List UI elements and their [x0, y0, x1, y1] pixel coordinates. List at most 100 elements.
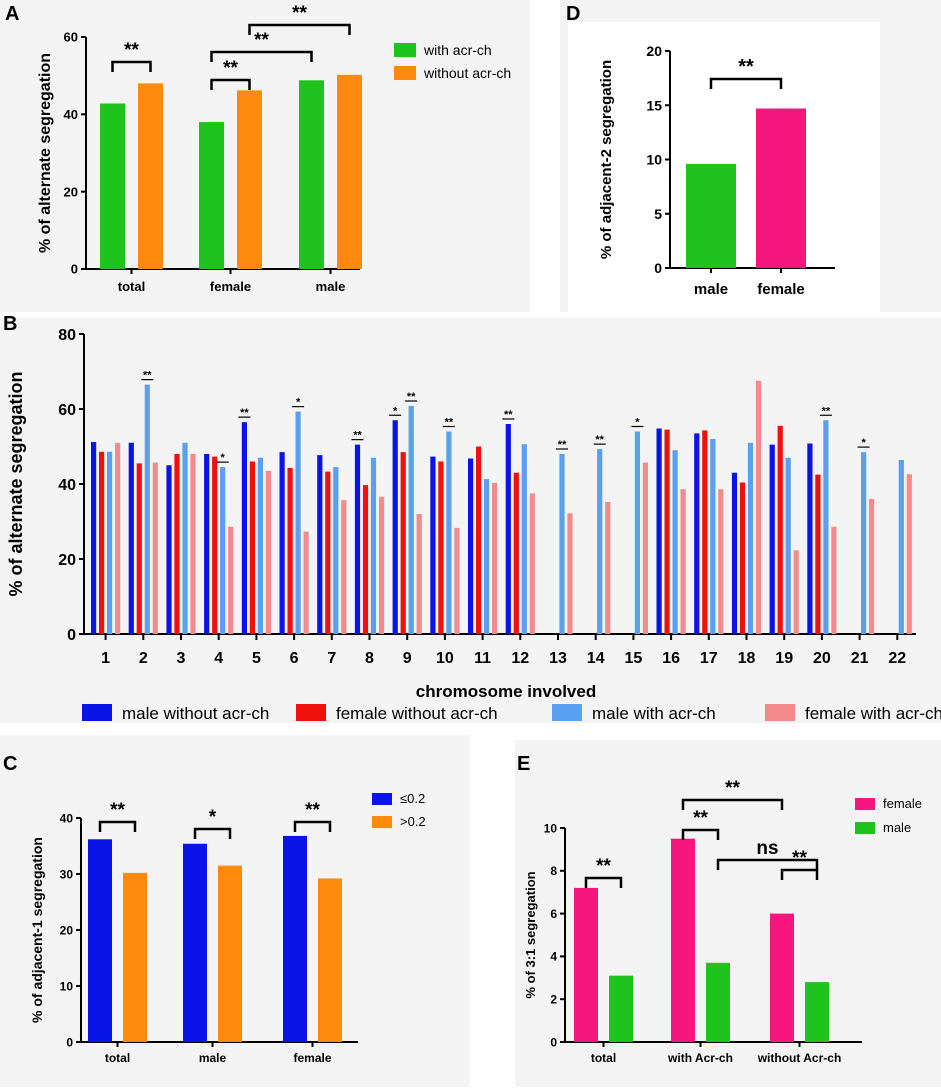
panel-b-bar	[228, 526, 234, 634]
panel-b-bar	[295, 411, 301, 634]
panel-b-x-tick-label: 1	[101, 650, 110, 667]
panel-b-x-tick-label: 10	[436, 650, 454, 667]
panel-e-legend-label: female	[883, 796, 922, 811]
panel-c-y-axis-label: % of adjacent-1 segregation	[29, 837, 45, 1023]
panel-e-bar	[706, 962, 730, 1042]
panel-a-x-tick-label: total	[118, 279, 145, 294]
panel-b-bar	[400, 452, 406, 634]
panel-b-significance-label: **	[143, 370, 152, 382]
panel-d-y-tick-label: 15	[646, 97, 662, 113]
panel-b-bar	[136, 463, 142, 634]
panel-c-bar	[88, 839, 112, 1042]
panel-b-bar	[99, 451, 105, 634]
panel-b-significance-label: **	[407, 391, 416, 403]
panel-c-legend-swatch	[372, 816, 392, 828]
panel-b-x-tick-label: 6	[290, 650, 299, 667]
panel-b-bar	[702, 430, 708, 634]
panel-e-bar	[609, 975, 633, 1042]
panel-c-bar	[218, 865, 242, 1042]
panel-label-c: C	[3, 753, 17, 775]
panel-b-legend-swatch	[296, 704, 326, 721]
panel-b-bar	[249, 461, 255, 634]
panel-d-significance-label: **	[738, 56, 754, 78]
panel-a-y-tick-label: 40	[64, 107, 78, 122]
panel-a-y-axis-label: % of alternate segregation	[37, 53, 54, 253]
panel-b-y-axis-label: % of alternate segregation	[6, 371, 26, 596]
panel-a-y-tick-label: 60	[64, 30, 78, 45]
panel-e-significance-bracket	[780, 868, 819, 880]
panel-e-y-tick-label: 8	[550, 864, 557, 878]
panel-c-significance-label: *	[209, 807, 217, 828]
panel-b-significance-label: **	[595, 434, 604, 446]
panel-b-bar	[241, 422, 247, 634]
panel-d-y-tick-label: 0	[654, 260, 662, 276]
panel-d-bar	[756, 108, 806, 268]
panel-b-bar	[731, 472, 738, 634]
panel-c-chart: 0 10 20 30 40 % of adjacent-1 segregation tota…	[29, 791, 426, 1065]
panel-e-significance-label: **	[792, 848, 807, 869]
panel-b-bar	[287, 467, 293, 634]
panel-label-b: B	[3, 313, 17, 335]
panel-a-bar	[138, 83, 163, 270]
panel-b-x-tick-label: 9	[403, 650, 412, 667]
panel-b-y-tick-label: 20	[58, 552, 76, 569]
panel-b-legend-swatch	[765, 704, 795, 721]
panel-b-bar	[694, 433, 700, 634]
panel-c-legend-label: ≤0.2	[400, 791, 425, 806]
panel-a-significance-bracket	[248, 23, 351, 35]
panel-c-x-tick-label: male	[199, 1051, 227, 1065]
panel-e-x-tick-label: total	[591, 1051, 616, 1065]
panel-c-legend-swatch	[372, 793, 392, 805]
panel-c-y-tick-label: 0	[66, 1035, 73, 1049]
panel-label-d: D	[566, 3, 580, 25]
panel-a-significance-label: **	[254, 30, 269, 51]
panel-b-x-tick-label: 7	[327, 650, 336, 667]
panel-b-x-tick-label: 18	[738, 650, 756, 667]
panel-b-x-tick-label: 17	[700, 650, 718, 667]
panel-a-bar	[299, 80, 324, 269]
panel-a-x-tick-label: female	[210, 279, 251, 294]
panel-b-bar	[392, 420, 398, 634]
panel-b-legend-swatch	[552, 704, 582, 721]
panel-b-bar	[505, 424, 511, 634]
panel-c-significance-bracket	[193, 827, 232, 839]
panel-e-y-axis-label: % of 3:1 segregation	[523, 871, 538, 998]
panel-b-bar	[107, 451, 113, 634]
panel-b-bar	[279, 452, 285, 634]
panel-a-significance-bracket	[111, 60, 152, 72]
panel-b-bar	[430, 456, 436, 634]
panel-b-bar	[861, 452, 867, 634]
panel-b-significance-label: *	[296, 397, 301, 409]
panel-b-bar	[325, 471, 331, 634]
panel-e-significance-bracket	[716, 858, 819, 870]
panel-b-bar	[446, 431, 452, 634]
panel-b-bar	[680, 489, 686, 634]
panel-e-significance-label: **	[693, 808, 708, 829]
panel-c-significance-bracket	[293, 820, 332, 832]
panel-b-bar	[559, 454, 565, 634]
panel-e-legend-swatch	[855, 798, 875, 810]
panel-b-significance-label: *	[635, 417, 640, 429]
panel-b-bar	[257, 457, 263, 634]
panel-d-y-tick-label: 20	[646, 43, 662, 59]
panel-label-a: A	[5, 3, 19, 25]
panel-b-bar	[91, 442, 97, 634]
panel-e-y-tick-label: 6	[550, 907, 557, 921]
panel-b-significance-label: **	[353, 430, 362, 442]
panel-a-bar	[237, 90, 262, 269]
panel-b-bar	[438, 461, 444, 634]
panel-b-bar	[906, 474, 912, 634]
panel-b-x-tick-label: 22	[888, 650, 906, 667]
panel-b-x-tick-label: 4	[214, 650, 223, 667]
panel-b-legend-label: female without acr-ch	[336, 704, 498, 723]
panel-d-y-axis-label: % of adjacent-2 segregation	[598, 60, 615, 259]
panel-b-bar	[362, 485, 369, 634]
panel-d-y-tick-label: 10	[646, 152, 662, 168]
panel-b-bar	[755, 380, 762, 634]
panel-b-bar	[354, 444, 361, 634]
panel-a-significance-label: **	[292, 3, 307, 24]
panel-b-x-tick-label: 11	[474, 650, 491, 667]
panel-c-y-tick-label: 30	[60, 867, 74, 881]
panel-b-bar	[128, 442, 134, 634]
